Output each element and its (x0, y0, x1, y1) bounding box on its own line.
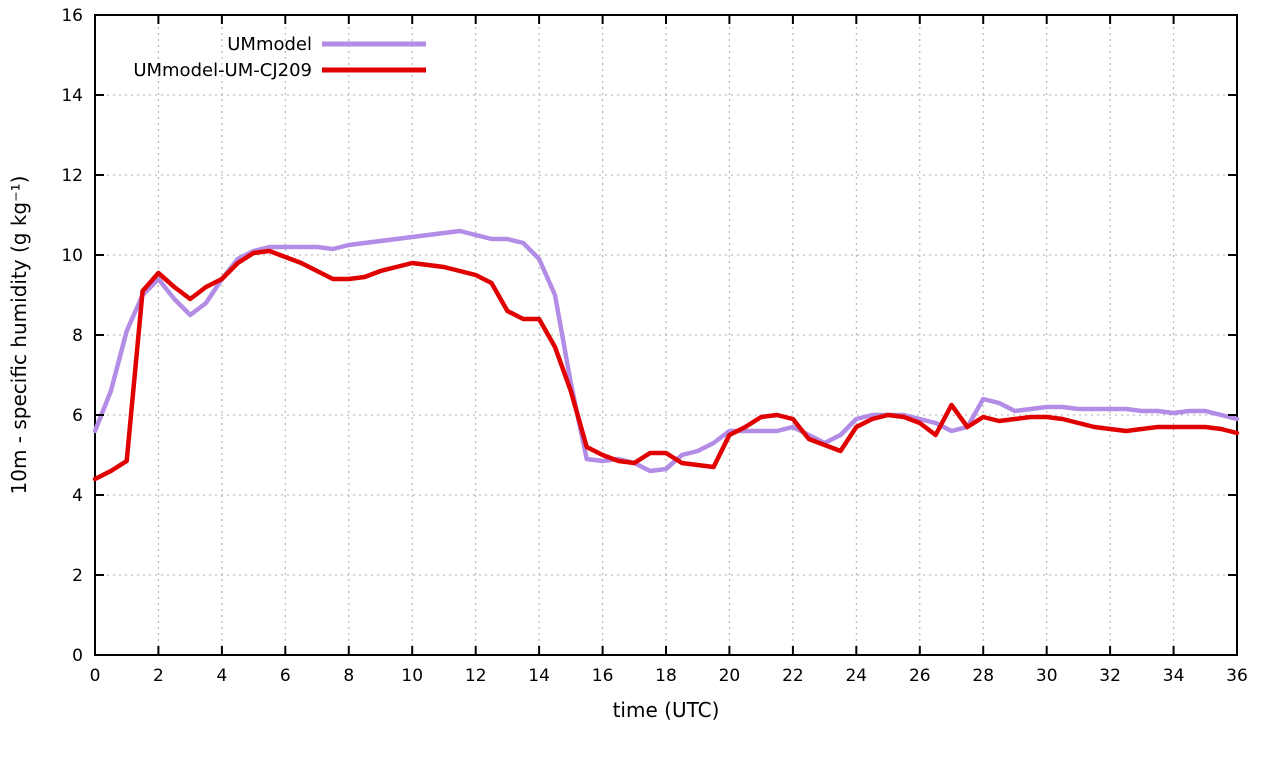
legend-label-ummodel-um-cj209: UMmodel-UM-CJ209 (133, 60, 312, 81)
x-tick-label: 24 (845, 666, 867, 686)
y-tick-label: 4 (72, 486, 83, 506)
x-tick-label: 34 (1163, 666, 1185, 686)
x-tick-label: 6 (280, 666, 291, 686)
x-tick-label: 30 (1036, 666, 1058, 686)
x-tick-label: 12 (465, 666, 487, 686)
legend: UMmodel UMmodel-UM-CJ209 (133, 34, 426, 81)
y-tick-label: 0 (72, 646, 83, 666)
x-tick-label: 18 (655, 666, 677, 686)
x-tick-label: 28 (972, 666, 994, 686)
x-tick-label: 26 (909, 666, 931, 686)
x-tick-label: 36 (1226, 666, 1248, 686)
x-axis-title: time (UTC) (613, 698, 720, 722)
series-line-0 (92, 228, 1240, 474)
x-tick-label: 4 (216, 666, 227, 686)
series-layer (92, 228, 1240, 482)
x-tick-label: 16 (592, 666, 614, 686)
tick-layer: 0 2 4 6 8 10 12 14 16 18 20 22 24 26 28 30 32 34 360246810… (61, 6, 1247, 686)
y-tick-label: 2 (72, 566, 83, 586)
x-tick-label: 2 (153, 666, 164, 686)
y-tick-label: 10 (61, 246, 83, 266)
y-tick-label: 16 (61, 6, 83, 26)
x-tick-label: 20 (719, 666, 741, 686)
x-tick-label: 8 (343, 666, 354, 686)
y-tick-label: 14 (61, 86, 83, 106)
x-tick-label: 0 (90, 666, 101, 686)
grid-layer (94, 14, 1238, 656)
y-axis-title: 10m - specific humidity (g kg⁻¹) (7, 176, 31, 495)
legend-label-ummodel: UMmodel (227, 34, 312, 55)
y-tick-label: 12 (61, 166, 83, 186)
x-tick-label: 10 (401, 666, 423, 686)
x-tick-label: 14 (528, 666, 550, 686)
y-tick-label: 6 (72, 406, 83, 426)
series-line-1 (92, 248, 1240, 482)
y-tick-label: 8 (72, 326, 83, 346)
x-tick-label: 32 (1099, 666, 1121, 686)
x-tick-label: 22 (782, 666, 804, 686)
